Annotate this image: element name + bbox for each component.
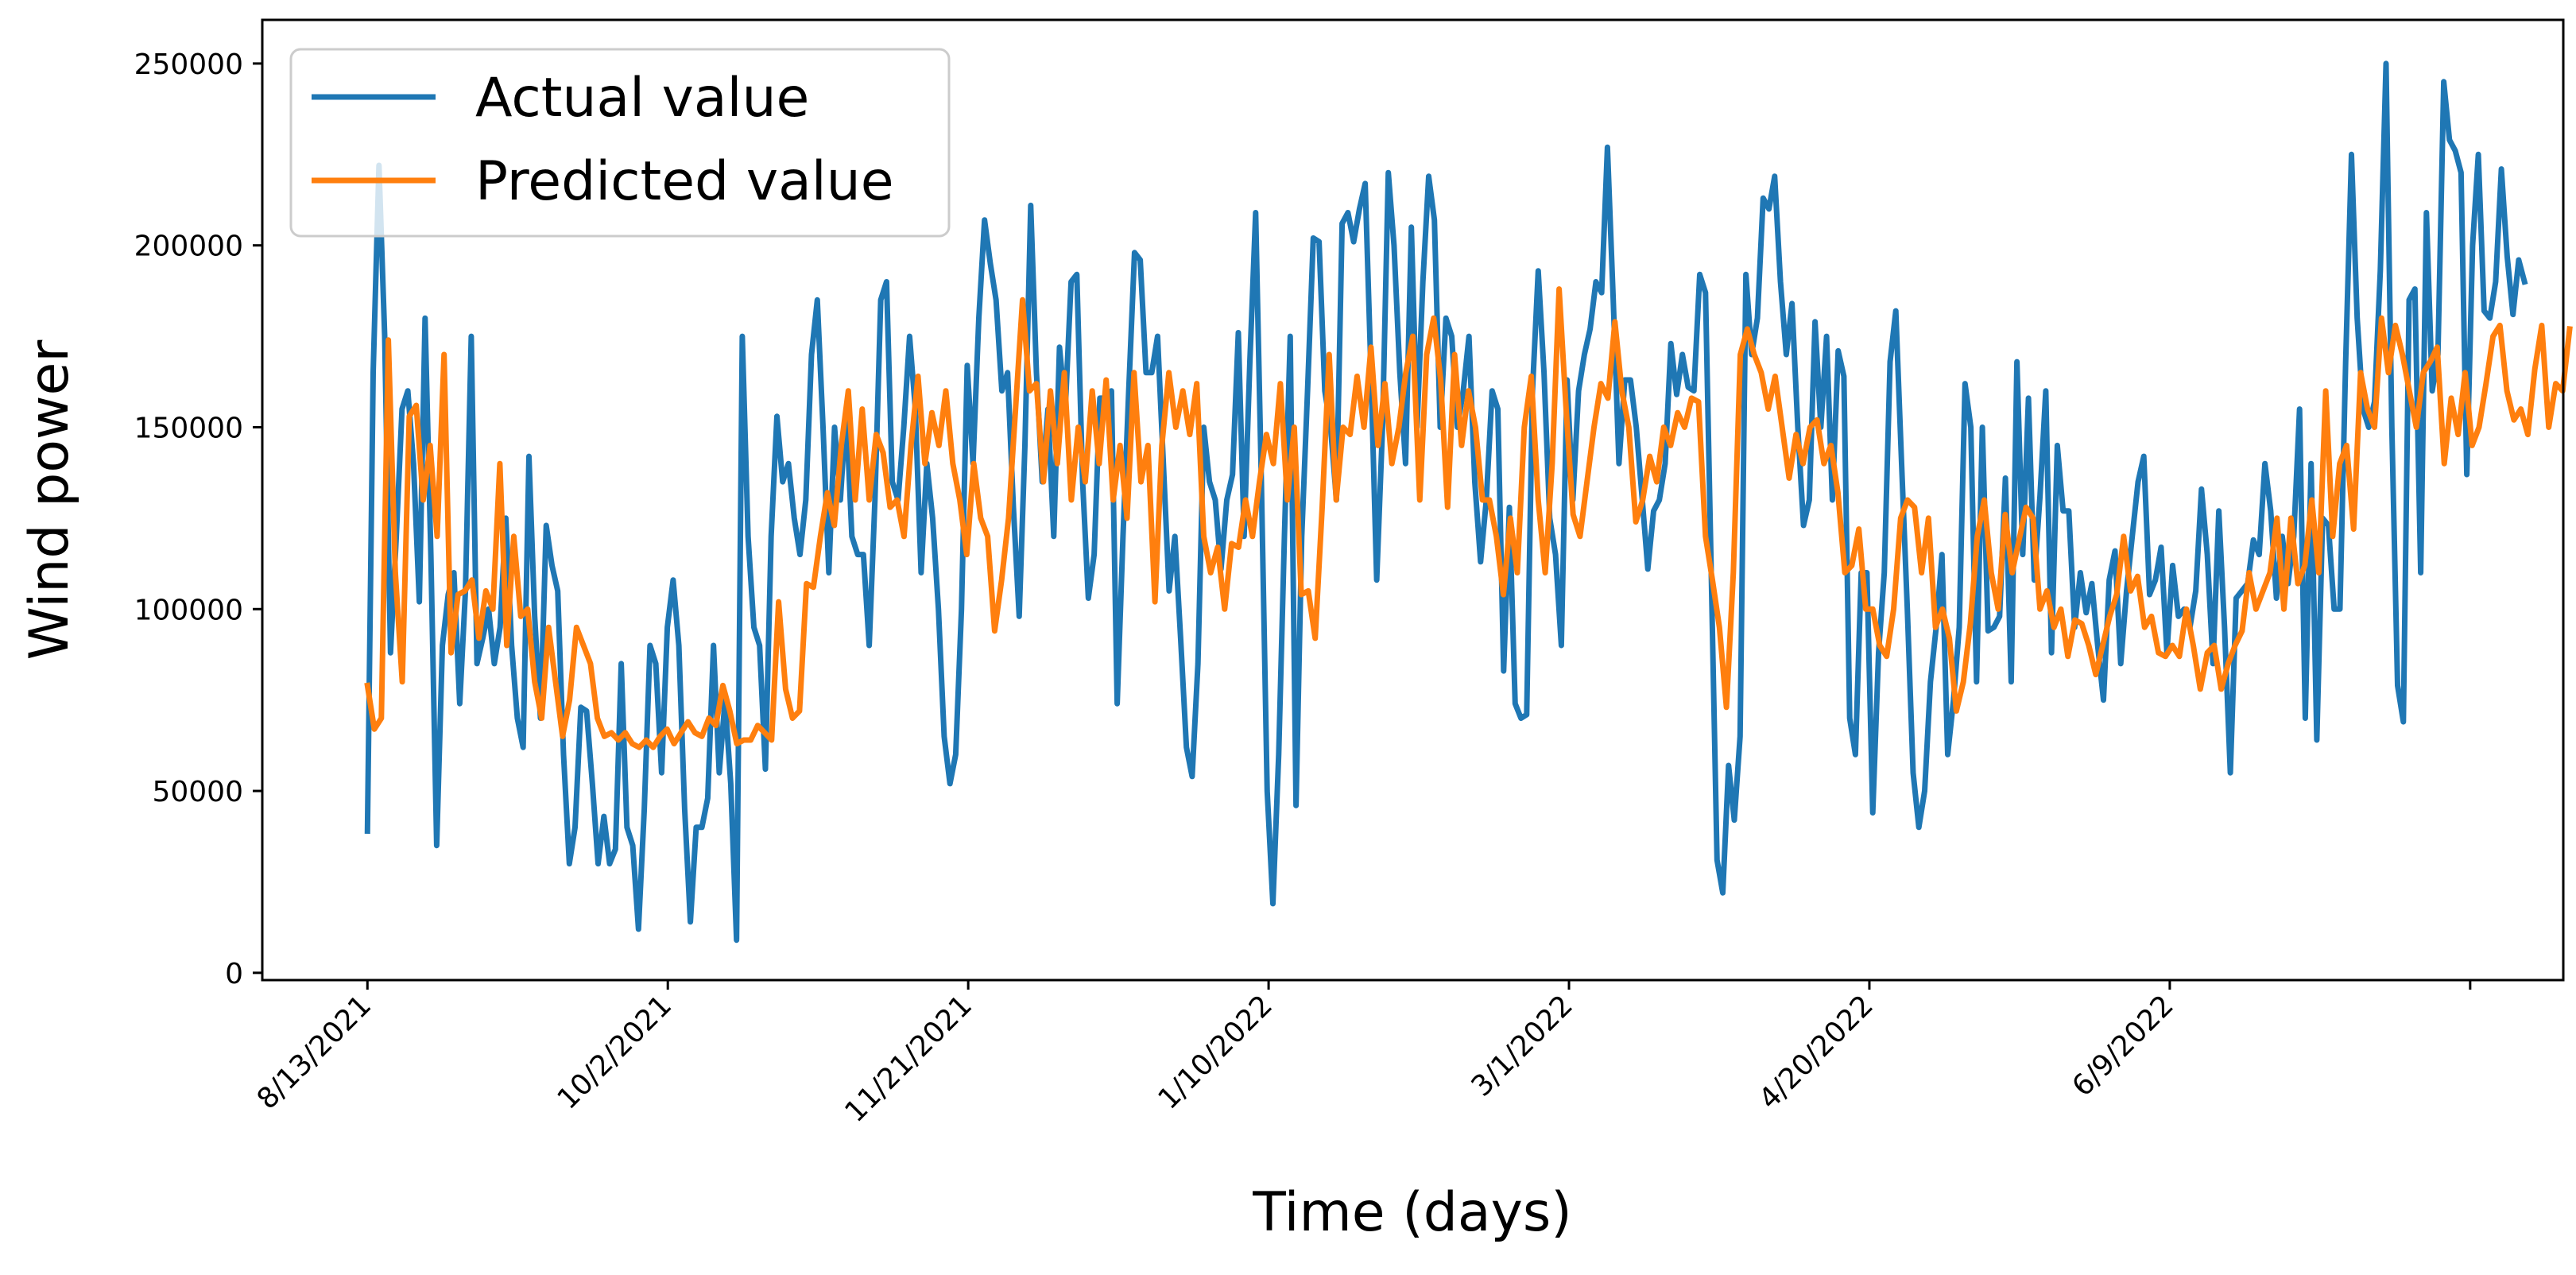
- legend-label-predicted: Predicted value: [475, 150, 894, 213]
- y-tick-label: 0: [225, 958, 243, 990]
- series-line-predicted: [364, 286, 2573, 750]
- y-tick-label: 250000: [134, 48, 243, 81]
- legend-label-actual: Actual value: [475, 67, 809, 130]
- x-axis-label: Time (days): [1252, 1181, 1572, 1244]
- legend-box: [289, 48, 951, 238]
- y-tick-label: 150000: [134, 412, 243, 444]
- y-axis-label: Wind power: [18, 340, 81, 661]
- y-axis-ticks: 0 50000 100000 150000 200000 250000: [134, 48, 262, 990]
- series-line-actual: [364, 60, 2528, 944]
- legend: Actual value Predicted value: [289, 48, 951, 238]
- y-tick-label: 100000: [134, 594, 243, 626]
- y-tick-label: 50000: [152, 776, 243, 808]
- plot-frame: [261, 18, 2565, 982]
- y-tick-label: 200000: [134, 231, 243, 263]
- plot-series: [364, 60, 2573, 944]
